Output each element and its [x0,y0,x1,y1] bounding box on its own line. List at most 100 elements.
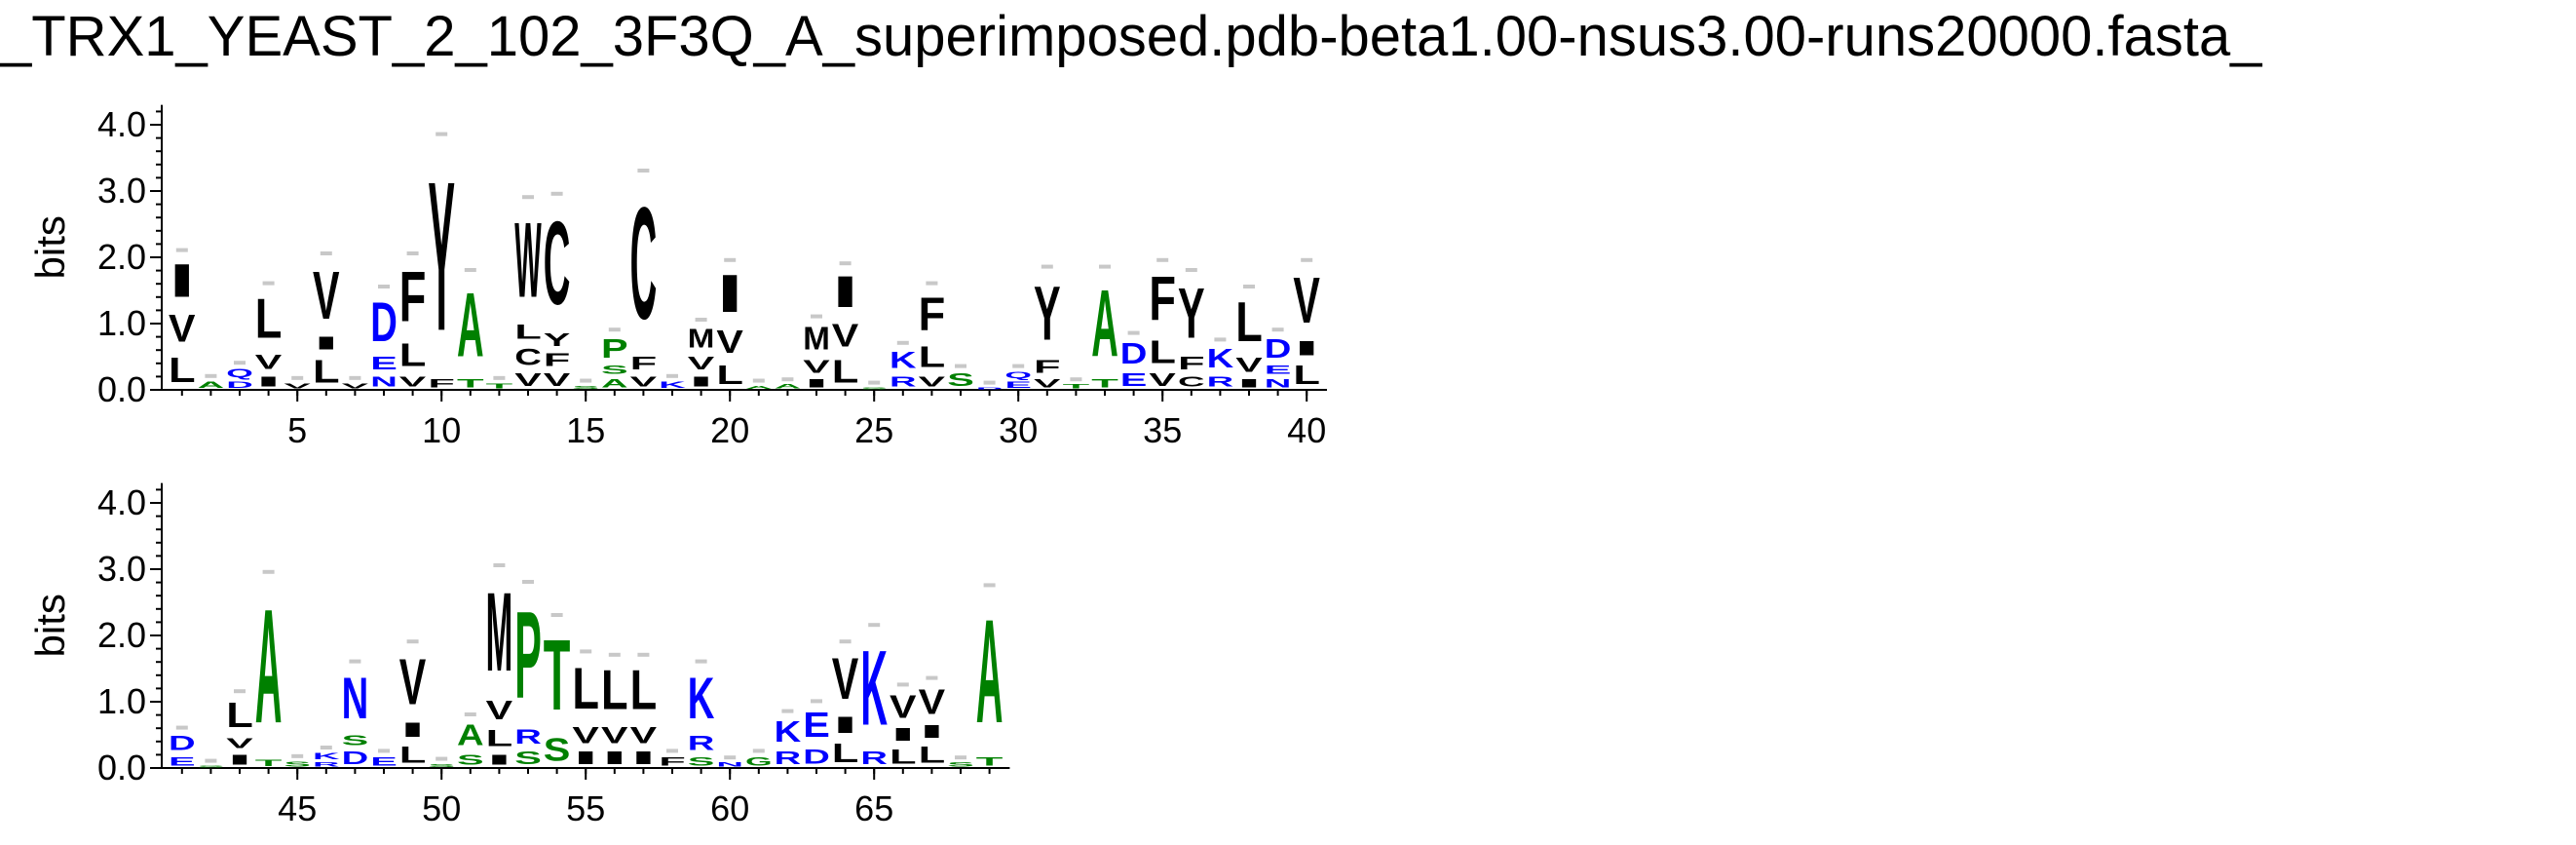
logo-letter: L [601,658,628,721]
logo-letter: R [688,731,715,754]
logo-letter: Y [544,330,571,351]
logo-column-32: T [1063,377,1090,390]
logo-column-54: ST [544,613,571,768]
logo-column-69: TA [976,583,1003,768]
logo-letter: S [601,364,628,377]
logo-letter: I [890,725,917,745]
logo-letter: A [198,380,225,390]
logo-letter: M [486,568,513,694]
error-bar [349,375,361,380]
error-bar [637,652,650,657]
logo-column-11: TA [457,268,484,390]
logo-letter: T [1063,383,1090,390]
logo-column-19: IVM [688,318,715,390]
error-bar [205,758,217,763]
error-bar [608,327,621,332]
logo-column-33: TA [1091,264,1118,390]
error-bar [493,563,506,567]
logo-column-31: VFY [1034,264,1061,390]
logo-letter: V [544,369,571,390]
error-bar [320,746,332,749]
logo-letter: S [544,731,571,767]
logo-letter: V [313,258,339,334]
logo-column-40: LIV [1293,257,1320,390]
error-bar [175,725,188,730]
logo-letter: R [890,374,917,391]
logo-letter: E [1004,380,1032,390]
logo-column-49: LIV [399,639,427,768]
logo-letter: L [832,738,859,768]
logo-letter: T [486,382,513,390]
error-bar [839,261,852,266]
logo-letter: I [226,751,253,768]
error-bar [608,652,621,657]
logo-letter: E [169,755,196,769]
error-bar [205,373,217,378]
logo-column-22: A [775,377,802,390]
logo-letter: I [399,718,427,742]
logo-column-50: S [428,756,455,768]
logo-column-43: IVL [226,689,253,768]
logo-column-7: V [342,375,368,390]
error-bar [926,675,938,680]
logo-column-9: VLF [399,251,427,390]
error-bar [1070,377,1082,382]
logo-column-57: IVL [630,652,658,768]
y-tick-label: 4.0 [97,104,146,144]
logo-letter: I [832,268,859,318]
error-bar [234,361,246,365]
logo-letter: L [716,360,743,390]
logo-letter: F [919,288,946,340]
logo-column-62: RK [775,709,801,768]
error-bar [234,689,246,694]
logo-letter: D [1120,338,1148,370]
logo-letter: L [1293,360,1320,390]
logo-letter: V [832,317,858,353]
logo-letter: N [370,374,398,391]
logo-letter: S [947,761,974,768]
logo-column-53: SRP [514,580,542,768]
logo-column-10: FY [428,132,455,390]
error-bar [1099,264,1111,269]
error-bar [406,639,419,644]
y-tick-label: 3.0 [97,171,146,211]
error-bar [580,649,592,654]
x-tick-label: 30 [999,410,1038,450]
logo-column-68: S [947,755,974,768]
x-tick-label: 35 [1143,410,1182,450]
logo-letter: V [832,645,859,711]
error-bar [550,191,563,196]
error-bar [811,699,822,704]
logo-letter: K [890,347,917,373]
y-tick-label: 3.0 [97,549,146,589]
error-bar [406,251,419,255]
logo-letter: E [1120,369,1148,390]
logo-letter: Y [1178,273,1205,353]
logo-column-34: ED [1120,330,1148,390]
error-bar [1243,285,1255,288]
error-bar [262,569,275,574]
logo-column-20: LVI [716,257,743,390]
logo-letter: L [890,746,917,768]
logo-column-4: IVL [255,281,282,390]
x-tick-label: 25 [854,410,893,450]
logo-column-29: D [976,380,1003,390]
logo-letter: S [947,369,974,390]
logo-column-23: IVM [803,314,831,390]
logo-letter: V [1149,369,1176,390]
logo-column-15: S [572,378,599,390]
logo-column-27: VLF [919,281,946,390]
x-tick-label: 50 [422,788,461,828]
logo-letter: S [572,385,599,390]
logo-letter: A [457,719,484,751]
logo-letter: E [370,755,398,769]
logo-letter: L [1235,290,1263,354]
logo-letter: I [601,749,628,768]
logo-column-6: LIV [313,251,340,390]
logo-letter: I [1293,337,1320,361]
error-bar [580,378,592,383]
error-bar [320,251,332,255]
